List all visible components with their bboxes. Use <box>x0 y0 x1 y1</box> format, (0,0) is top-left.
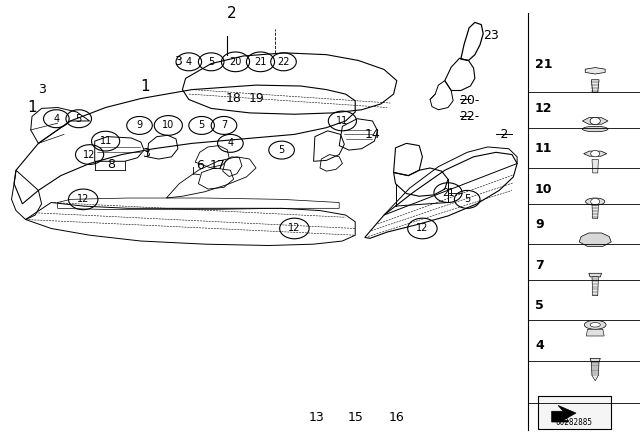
Text: 20-: 20- <box>460 94 480 108</box>
Text: 00282885: 00282885 <box>556 418 593 427</box>
Text: 9: 9 <box>535 218 543 232</box>
Polygon shape <box>592 159 598 173</box>
Text: 3: 3 <box>174 55 182 69</box>
Ellipse shape <box>586 198 605 205</box>
Polygon shape <box>586 329 604 336</box>
Polygon shape <box>552 405 576 422</box>
Text: 12: 12 <box>535 102 552 115</box>
Polygon shape <box>592 277 598 296</box>
Text: 22: 22 <box>277 57 290 67</box>
Polygon shape <box>585 68 605 74</box>
Text: 12: 12 <box>77 194 90 204</box>
Polygon shape <box>582 118 608 124</box>
Text: 12: 12 <box>288 224 301 233</box>
Text: 1: 1 <box>141 78 150 94</box>
Text: 15: 15 <box>348 411 364 424</box>
Polygon shape <box>590 358 600 362</box>
Text: 18: 18 <box>225 92 241 105</box>
Text: 3: 3 <box>38 83 46 96</box>
Text: 23: 23 <box>483 29 499 43</box>
Text: 5: 5 <box>535 299 544 312</box>
Circle shape <box>591 198 600 205</box>
Text: 5: 5 <box>464 194 470 204</box>
Text: 11: 11 <box>99 136 112 146</box>
Text: 14: 14 <box>365 128 381 141</box>
Text: 3: 3 <box>142 146 150 160</box>
Text: 16: 16 <box>389 411 405 424</box>
Ellipse shape <box>582 126 608 132</box>
Text: 13: 13 <box>308 411 324 424</box>
Polygon shape <box>591 80 599 92</box>
Text: 11: 11 <box>535 142 552 155</box>
Text: 5: 5 <box>278 145 285 155</box>
Text: 5: 5 <box>76 114 82 124</box>
Text: 10: 10 <box>535 182 552 196</box>
Text: 9: 9 <box>136 121 143 130</box>
Ellipse shape <box>590 323 600 327</box>
Text: 4: 4 <box>535 339 544 353</box>
Text: 5: 5 <box>198 121 205 130</box>
Text: 8: 8 <box>108 158 116 172</box>
Ellipse shape <box>584 320 606 329</box>
Text: 22-: 22- <box>460 110 480 123</box>
Text: 6: 6 <box>196 159 204 172</box>
Circle shape <box>591 151 600 157</box>
Text: 21: 21 <box>442 188 454 198</box>
Text: 4: 4 <box>53 114 60 124</box>
Text: 21: 21 <box>535 58 552 72</box>
Text: 12: 12 <box>416 224 429 233</box>
Text: 12: 12 <box>83 150 96 159</box>
Polygon shape <box>592 205 598 219</box>
Text: 20: 20 <box>229 57 242 67</box>
Polygon shape <box>591 362 599 381</box>
Text: 21: 21 <box>254 57 267 67</box>
Text: 4: 4 <box>227 138 234 148</box>
Text: 1: 1 <box>27 100 36 115</box>
Polygon shape <box>589 273 602 277</box>
Bar <box>538 396 611 429</box>
Circle shape <box>590 117 600 125</box>
Text: 7: 7 <box>535 258 544 272</box>
Text: 10: 10 <box>162 121 175 130</box>
Text: 5: 5 <box>208 57 214 67</box>
Polygon shape <box>584 151 607 156</box>
Text: 7: 7 <box>221 121 227 130</box>
Text: 11: 11 <box>336 116 349 126</box>
Polygon shape <box>579 233 611 246</box>
Text: 17: 17 <box>210 159 226 172</box>
Text: 19: 19 <box>248 92 264 105</box>
Text: -2: -2 <box>496 128 508 141</box>
Text: 4: 4 <box>186 57 192 67</box>
Text: 2: 2 <box>227 6 237 21</box>
